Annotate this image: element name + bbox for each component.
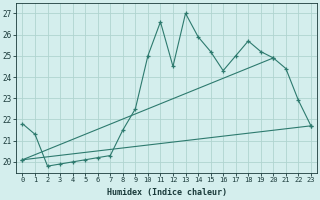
X-axis label: Humidex (Indice chaleur): Humidex (Indice chaleur) [107, 188, 227, 197]
